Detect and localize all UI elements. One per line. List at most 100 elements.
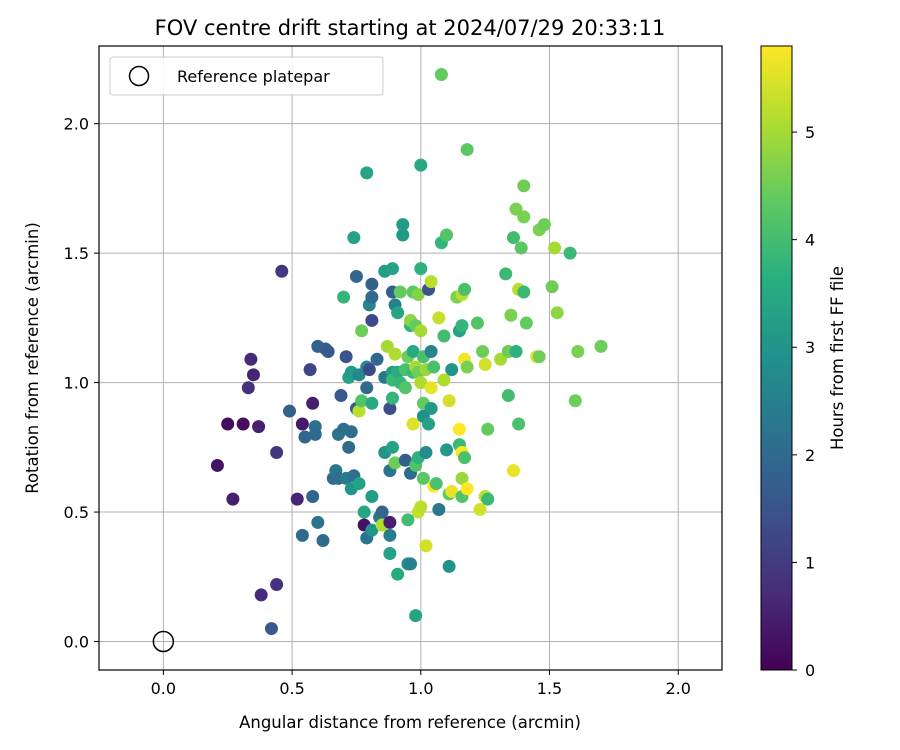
data-point	[406, 345, 420, 359]
data-point	[545, 280, 559, 294]
data-point	[470, 316, 484, 330]
y-tick-label: 0.5	[64, 503, 89, 522]
data-point	[409, 609, 423, 623]
data-point	[594, 339, 608, 353]
x-tick-label: 0.5	[279, 679, 304, 698]
data-point	[434, 67, 448, 81]
data-point	[393, 285, 407, 299]
data-point	[311, 515, 325, 529]
data-point	[416, 471, 430, 485]
data-point	[571, 345, 585, 359]
colorbar-tick-label: 2	[805, 446, 815, 465]
x-tick-label: 2.0	[666, 679, 691, 698]
data-point	[321, 345, 335, 359]
data-point	[365, 523, 379, 537]
y-tick-label: 1.0	[64, 374, 89, 393]
data-point	[550, 306, 564, 320]
data-point	[432, 502, 446, 516]
data-point	[295, 417, 309, 431]
data-point	[357, 505, 371, 519]
colorbar-ticks: 0 1 2 3 4 5	[792, 123, 815, 680]
x-axis-label: Angular distance from reference (arcmin)	[239, 713, 581, 732]
data-point	[352, 404, 366, 418]
reference-platepar-marker	[152, 630, 175, 653]
data-point	[442, 394, 456, 408]
data-point	[442, 559, 456, 573]
data-point	[365, 277, 379, 291]
data-point	[306, 396, 320, 410]
data-point	[440, 443, 454, 457]
colorbar-tick-label: 4	[805, 231, 815, 250]
data-point	[481, 492, 495, 506]
data-point	[476, 345, 490, 359]
data-point	[252, 420, 266, 434]
legend-box	[109, 56, 384, 96]
data-point	[375, 505, 389, 519]
data-point	[404, 557, 417, 571]
data-point	[460, 360, 474, 374]
data-point	[270, 578, 284, 592]
data-point	[517, 179, 531, 193]
data-point	[478, 357, 492, 371]
data-point	[337, 290, 351, 304]
y-tick-label: 1.5	[64, 244, 89, 263]
data-point	[355, 394, 369, 408]
data-point	[424, 345, 438, 359]
data-points	[210, 67, 608, 636]
data-point	[455, 319, 469, 333]
data-point	[360, 166, 374, 180]
data-point	[537, 218, 551, 232]
data-point	[388, 347, 402, 361]
data-point	[445, 484, 459, 498]
data-point	[339, 350, 353, 364]
data-point	[264, 622, 278, 636]
data-point	[383, 528, 397, 542]
data-point	[275, 264, 289, 278]
data-point	[481, 422, 495, 436]
data-point	[455, 471, 469, 485]
data-point	[509, 345, 523, 359]
data-point	[385, 391, 399, 405]
data-point	[504, 308, 518, 322]
y-axis-label: Rotation from reference (arcmin)	[23, 222, 42, 494]
data-point	[517, 210, 531, 224]
data-point	[254, 588, 268, 602]
data-point	[308, 427, 322, 441]
data-point	[391, 306, 405, 320]
data-point	[563, 246, 577, 260]
data-point	[210, 458, 224, 472]
data-point	[473, 502, 487, 516]
data-point	[383, 515, 397, 529]
data-point	[303, 363, 317, 377]
data-point	[344, 425, 358, 439]
colorbar-tick-label: 5	[805, 123, 815, 142]
legend: Reference platepar	[109, 56, 384, 96]
data-point	[406, 417, 420, 431]
data-point	[517, 285, 531, 299]
data-point	[414, 324, 428, 338]
data-point	[290, 492, 304, 506]
data-point	[298, 430, 312, 444]
y-axis-ticks: 0.0 0.5 1.0 1.5 2.0	[64, 115, 99, 652]
data-point	[445, 363, 459, 377]
data-point	[427, 360, 441, 374]
data-point	[458, 282, 472, 296]
colorbar-tick-label: 0	[805, 661, 815, 680]
data-point	[370, 352, 384, 366]
data-point	[396, 228, 410, 242]
data-point	[385, 262, 399, 276]
data-point	[365, 313, 379, 327]
data-point	[419, 539, 433, 553]
colorbar-tick-label: 3	[805, 338, 815, 357]
colorbar-label: Hours from first FF file	[828, 266, 847, 450]
data-point	[385, 440, 399, 454]
data-point	[365, 396, 379, 410]
data-point	[365, 490, 379, 504]
colorbar-frame	[760, 45, 793, 671]
data-point	[499, 267, 513, 281]
data-point	[419, 446, 433, 460]
chart-title: FOV centre drift starting at 2024/07/29 …	[155, 16, 666, 40]
data-point	[458, 451, 472, 465]
data-point	[391, 567, 405, 581]
legend-entry-reference: Reference platepar	[177, 67, 330, 86]
